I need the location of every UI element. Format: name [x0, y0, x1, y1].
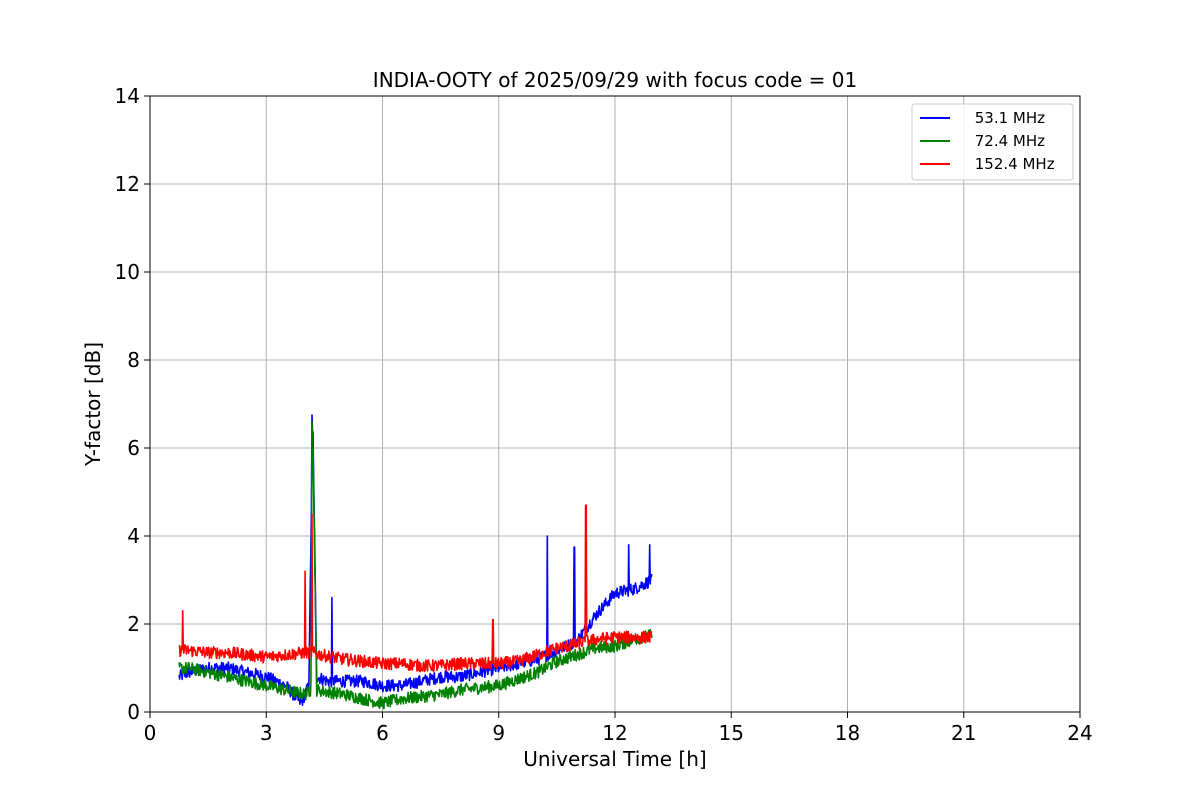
y-tick-label: 12 [115, 172, 140, 196]
x-tick-label: 9 [492, 721, 505, 745]
y-tick-label: 10 [115, 260, 140, 284]
y-tick-label: 14 [115, 84, 140, 108]
x-axis-label: Universal Time [h] [523, 747, 706, 771]
y-axis-label: Y-factor [dB] [81, 342, 105, 467]
series-line-1 [178, 420, 653, 710]
x-tick-label: 24 [1067, 721, 1092, 745]
series-lines [178, 414, 653, 710]
y-tick-label: 2 [127, 612, 140, 636]
legend-label: 72.4 MHz [970, 132, 1045, 150]
legend-label: 152.4 MHz [970, 155, 1055, 173]
legend-box [911, 103, 1074, 181]
x-tick-label: 6 [376, 721, 389, 745]
x-tick-label: 18 [835, 721, 860, 745]
y-tick-label: 0 [127, 700, 140, 724]
y-tick-label: 6 [127, 436, 140, 460]
chart-title: INDIA-OOTY of 2025/09/29 with focus code… [373, 68, 857, 92]
x-tick-label: 0 [144, 721, 157, 745]
y-tick-label: 4 [127, 524, 140, 548]
x-tick-label: 21 [951, 721, 976, 745]
x-tick-label: 12 [602, 721, 627, 745]
series-line-2 [178, 504, 653, 673]
x-tick-label: 15 [719, 721, 744, 745]
x-tick-label: 3 [260, 721, 273, 745]
y-tick-label: 8 [127, 348, 140, 372]
legend: 53.1 MHz 72.4 MHz 152.4 MHz [911, 103, 1074, 181]
legend-label: 53.1 MHz [970, 109, 1045, 127]
grid-lines [149, 95, 1081, 713]
